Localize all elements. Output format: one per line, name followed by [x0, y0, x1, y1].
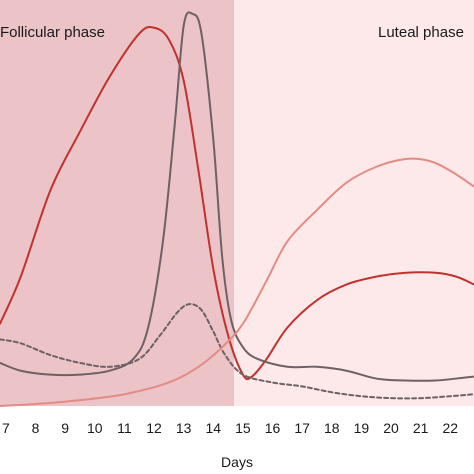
phase-label-0: Follicular phase	[0, 24, 105, 41]
x-tick-label: 7	[2, 420, 10, 436]
phase-backgrounds	[0, 0, 474, 406]
x-axis-label: Days	[221, 454, 253, 470]
x-tick-label: 9	[61, 420, 69, 436]
series-line-0	[0, 25, 474, 381]
x-tick-label: 16	[265, 420, 281, 436]
x-tick-label: 22	[443, 420, 459, 436]
x-tick-label: 18	[324, 420, 340, 436]
series-line-3	[0, 157, 474, 407]
x-tick-label: 17	[294, 420, 310, 436]
series-line-2	[0, 303, 474, 400]
x-tick-label: 14	[206, 420, 222, 436]
phase-band-0	[0, 0, 235, 406]
x-tick-labels: 7 8 9 10 11 12 13 14 15 16 17 18 19 20 21 22	[2, 420, 458, 436]
x-tick-label: 20	[383, 420, 399, 436]
x-tick-label: 11	[117, 420, 132, 436]
series-lines	[0, 11, 474, 407]
phase-band-1	[234, 0, 474, 406]
x-tick-label: 21	[413, 420, 429, 436]
x-tick-label: 15	[235, 420, 251, 436]
x-tick-label: 12	[146, 420, 162, 436]
phase-label-1: Luteal phase	[378, 24, 464, 41]
x-tick-label: 10	[87, 420, 103, 436]
x-tick-label: 13	[176, 420, 192, 436]
phase-labels: Follicular phase Luteal phase	[0, 24, 464, 41]
x-tick-label: 19	[354, 420, 370, 436]
x-tick-label: 8	[32, 420, 40, 436]
series-line-1	[0, 11, 474, 382]
